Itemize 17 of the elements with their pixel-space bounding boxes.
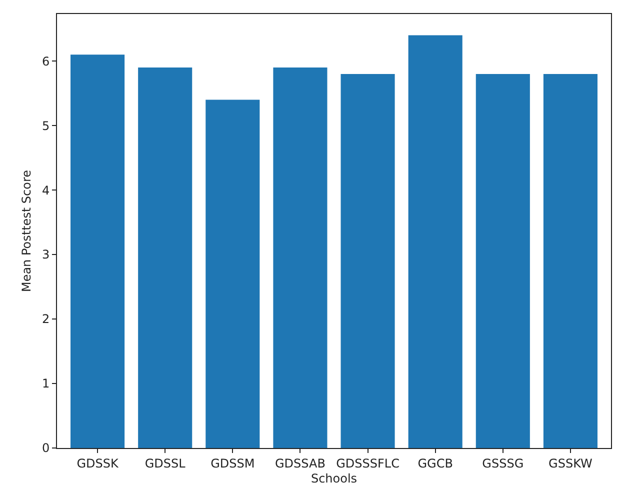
x-tick-label: GSSKW [548,456,593,470]
y-tick-label: 5 [42,118,50,133]
x-tick-label: GDSSAB [275,456,326,470]
x-tick-label: GDSSK [76,456,120,470]
x-tick-label: GGCB [418,456,453,470]
y-axis-title: Mean Posttest Score [19,170,34,292]
x-tick-label: GDSSM [210,456,255,470]
y-tick-label: 1 [42,376,50,391]
x-tick-label: GDSSL [144,456,186,470]
y-tick-label: 3 [42,248,50,262]
x-tick-label: GSSSG [482,456,524,470]
x-tick-label: GDSSSFLC [336,456,400,470]
x-axis-title: Schools [310,471,358,486]
y-tick-label: 0 [42,441,50,456]
y-tick-label: 6 [42,54,50,68]
y-tick-label: 2 [42,312,50,326]
y-tick-label: 4 [42,183,50,198]
